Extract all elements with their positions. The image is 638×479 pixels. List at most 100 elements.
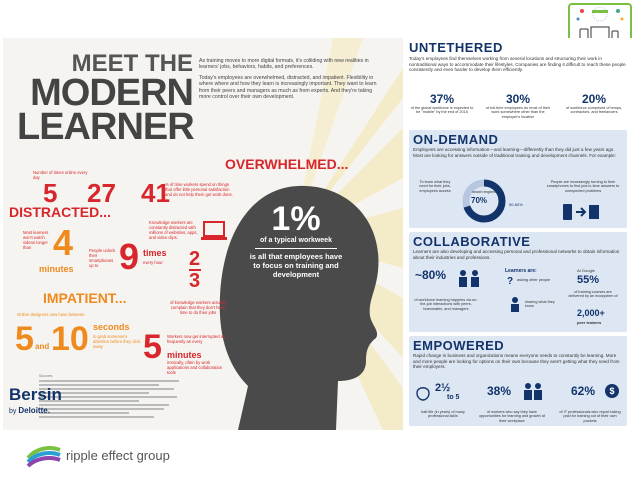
- search-donut-chart: [462, 179, 506, 223]
- stat-5-min-caption-2: ironically, often by work applications a…: [167, 360, 223, 375]
- handshake-icon: [524, 383, 542, 400]
- stat-4-unit: minutes: [39, 264, 74, 274]
- stat-41-caption: % of time workers spend on things that o…: [165, 182, 233, 197]
- empowered-text: Rapid change in business and organizatio…: [413, 353, 620, 370]
- overwhelmed-label: OVERWHELMED...: [225, 156, 349, 172]
- stat-37: 37% of the global workforce is expected …: [409, 92, 475, 119]
- learners-are-label: Learners are:: [505, 268, 537, 274]
- stat-41: 41: [141, 178, 170, 208]
- google-count: 2,000+: [577, 308, 605, 318]
- stat-62-caption: of IT professionals who report taking pa…: [559, 410, 621, 423]
- on-demand-left-caption: To learn what they need for their jobs, …: [419, 180, 451, 193]
- stat-seconds-unit: seconds: [93, 322, 130, 332]
- empowered-title: EMPOWERED: [413, 338, 505, 353]
- stat-38: 38%: [487, 384, 512, 398]
- stat-37-value: 37%: [429, 92, 455, 106]
- bersin-name: Bersin: [9, 385, 62, 404]
- deloitte-name: Deloitte.: [18, 406, 50, 415]
- phone-arrow-icon: [563, 204, 599, 220]
- untethered-title: UNTETHERED: [409, 40, 503, 55]
- stat-5-seconds: 5: [15, 320, 34, 358]
- donut-inner-label: search engines: [472, 190, 496, 194]
- stat-37-caption: of the global workforce is expected to b…: [410, 106, 474, 115]
- brain-icon: [416, 387, 430, 401]
- right-panel: UNTETHERED Today's employees find themse…: [403, 38, 633, 430]
- stat-5-min-caption: Workers now get interrupted as frequentl…: [167, 334, 226, 344]
- asking-caption: asking other people: [517, 278, 551, 282]
- collaborative-title: COLLABORATIVE: [413, 234, 531, 249]
- google-caption: of training courses are delivered by an …: [568, 290, 618, 299]
- title-line-3: LEARNER: [17, 106, 195, 148]
- left-panel: MEET THE MODERN LEARNER As training move…: [3, 38, 403, 430]
- stat-seconds-caption: to grab someone's attention before they …: [93, 334, 141, 349]
- stat-two-thirds-bottom: 3: [189, 270, 201, 292]
- question-icon: ?: [507, 276, 514, 287]
- collaborative-section: COLLABORATIVE Learners are also developi…: [409, 232, 627, 332]
- stat-20: 20% of workforce comprised of temps, con…: [561, 92, 627, 119]
- stat-80-caption: of workforce learning happens via on-the…: [414, 298, 478, 311]
- stat-seconds-caption-top: Online designers now have between: [17, 312, 85, 317]
- title-line-2: MODERN: [30, 72, 194, 114]
- center-text-2: is all that employees have to focus on t…: [249, 252, 343, 279]
- untethered-section: UNTETHERED Today's employees find themse…: [409, 40, 627, 126]
- donut-range: 50-60%: [509, 202, 523, 207]
- empowered-section: EMPOWERED Rapid change in business and o…: [409, 336, 627, 426]
- stat-30-value: 30%: [505, 92, 531, 106]
- sharing-person-icon: [511, 297, 519, 312]
- knowledge-caption: Knowledge workers are constantly distrac…: [149, 220, 198, 240]
- on-demand-section: ON-DEMAND Employees are accessing inform…: [409, 130, 627, 228]
- sources-list: Sources:: [39, 374, 189, 420]
- half-life-caption: half-life (in years) of many professiona…: [421, 410, 465, 419]
- laptop-icon: [201, 221, 227, 240]
- stat-20-caption: of workforce comprised of temps, contrac…: [566, 106, 622, 115]
- center-text-1: of a typical workweek: [260, 237, 332, 244]
- stat-62: 62%: [571, 384, 596, 398]
- stat-27: 27: [87, 178, 116, 208]
- on-demand-text: Employees are accessing information—and …: [413, 147, 617, 158]
- stat-80: ~80%: [415, 268, 447, 282]
- ripple-effect-logo: [26, 446, 61, 468]
- distracted-label: DISTRACTED...: [9, 204, 111, 220]
- infographic: MEET THE MODERN LEARNER As training move…: [3, 38, 633, 430]
- stat-10-seconds: 10: [51, 320, 89, 358]
- stat-30: 30% of full-time employees do most of th…: [485, 92, 551, 119]
- intro-text: As training moves to more digital format…: [199, 58, 379, 100]
- on-demand-right-caption: People are increasingly turning to their…: [546, 180, 620, 193]
- untethered-text: Today's employees find themselves workin…: [409, 56, 626, 73]
- google-label: At Google: [577, 268, 595, 273]
- stat-two-thirds-top: 2: [189, 248, 201, 270]
- center-percent: 1%: [271, 200, 321, 238]
- stat-online-caption: Number of times online every day: [33, 170, 88, 180]
- donut-percent: 70%: [471, 196, 488, 205]
- google-percent: 55%: [577, 274, 600, 286]
- stat-9-caption: People unlock their smartphones up to: [89, 248, 116, 268]
- stat-30-caption: of full-time employees do most of their …: [485, 106, 551, 119]
- title-line-1: MEET THE: [71, 50, 193, 77]
- stat-5: 5: [43, 178, 58, 208]
- stat-5-minutes: 5: [143, 328, 162, 366]
- stat-9: 9: [119, 236, 140, 277]
- sources-label: Sources:: [39, 374, 54, 378]
- stat-38-caption: of workers who say they have opportuniti…: [479, 410, 545, 423]
- stat-5-min-unit: minutes: [167, 350, 202, 360]
- stat-two-thirds-caption: of knowledge workers actually complain t…: [170, 300, 226, 315]
- on-demand-title: ON-DEMAND: [413, 132, 499, 147]
- stat-half-life: 2½: [435, 382, 451, 394]
- intro-paragraph-2: Today's employees are overwhelmed, distr…: [199, 74, 377, 101]
- sharing-caption: sharing what they know: [525, 300, 555, 309]
- center-stat: 1% of a typical workweek is all that emp…: [241, 202, 351, 279]
- stat-9-unit-2: every hour: [143, 260, 163, 265]
- stat-and: and: [35, 342, 50, 351]
- people-group-icon: [459, 270, 479, 287]
- stat-4: 4: [53, 222, 74, 263]
- intro-paragraph-1: As training moves to more digital format…: [199, 58, 369, 71]
- stat-half-life-2: to 5: [447, 394, 460, 401]
- head-silhouette: [219, 185, 379, 430]
- stat-20-value: 20%: [581, 92, 607, 106]
- dollar-icon: $: [605, 384, 619, 398]
- main-title: MEET THE MODERN LEARNER: [17, 50, 195, 148]
- bersin-by: by: [9, 408, 17, 415]
- footer: ripple effect group: [0, 430, 638, 479]
- stat-9-unit: times: [143, 248, 167, 258]
